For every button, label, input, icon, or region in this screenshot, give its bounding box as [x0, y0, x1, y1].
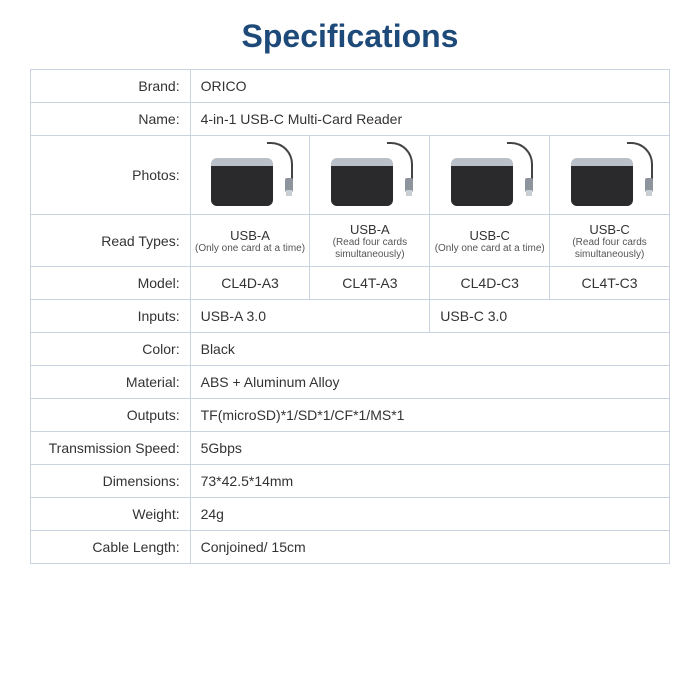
- model-0: CL4D-A3: [190, 267, 310, 300]
- row-speed: Transmission Speed: 5Gbps: [31, 432, 670, 465]
- read-title: USB-A: [350, 222, 390, 237]
- row-model: Model: CL4D-A3 CL4T-A3 CL4D-C3 CL4T-C3: [31, 267, 670, 300]
- row-material: Material: ABS + Aluminum Alloy: [31, 366, 670, 399]
- photo-2: [430, 136, 550, 215]
- label-photos: Photos:: [31, 136, 191, 215]
- row-name: Name: 4-in-1 USB-C Multi-Card Reader: [31, 103, 670, 136]
- read-type-1: USB-A (Read four cards simultaneously): [310, 215, 430, 267]
- value-name: 4-in-1 USB-C Multi-Card Reader: [190, 103, 669, 136]
- label-outputs: Outputs:: [31, 399, 191, 432]
- read-sub: (Only one card at a time): [195, 243, 306, 255]
- label-dimensions: Dimensions:: [31, 465, 191, 498]
- read-title: USB-A: [230, 228, 270, 243]
- product-icon: [327, 142, 413, 208]
- row-brand: Brand: ORICO: [31, 70, 670, 103]
- label-weight: Weight:: [31, 498, 191, 531]
- read-title: USB-C: [589, 222, 629, 237]
- model-1: CL4T-A3: [310, 267, 430, 300]
- value-speed: 5Gbps: [190, 432, 669, 465]
- row-inputs: Inputs: USB-A 3.0 USB-C 3.0: [31, 300, 670, 333]
- label-brand: Brand:: [31, 70, 191, 103]
- inputs-left: USB-A 3.0: [190, 300, 430, 333]
- product-icon: [207, 142, 293, 208]
- row-outputs: Outputs: TF(microSD)*1/SD*1/CF*1/MS*1: [31, 399, 670, 432]
- read-type-3: USB-C (Read four cards simultaneously): [550, 215, 670, 267]
- product-icon: [447, 142, 533, 208]
- read-title: USB-C: [469, 228, 509, 243]
- model-2: CL4D-C3: [430, 267, 550, 300]
- row-dimensions: Dimensions: 73*42.5*14mm: [31, 465, 670, 498]
- read-sub: (Read four cards simultaneously): [554, 237, 665, 260]
- page-title: Specifications: [0, 0, 700, 69]
- read-sub: (Read four cards simultaneously): [314, 237, 425, 260]
- label-inputs: Inputs:: [31, 300, 191, 333]
- value-cable: Conjoined/ 15cm: [190, 531, 669, 564]
- spec-table: Brand: ORICO Name: 4-in-1 USB-C Multi-Ca…: [30, 69, 670, 564]
- label-model: Model:: [31, 267, 191, 300]
- label-material: Material:: [31, 366, 191, 399]
- value-material: ABS + Aluminum Alloy: [190, 366, 669, 399]
- row-weight: Weight: 24g: [31, 498, 670, 531]
- label-read-types: Read Types:: [31, 215, 191, 267]
- product-icon: [567, 142, 653, 208]
- label-speed: Transmission Speed:: [31, 432, 191, 465]
- photo-1: [310, 136, 430, 215]
- value-dimensions: 73*42.5*14mm: [190, 465, 669, 498]
- label-name: Name:: [31, 103, 191, 136]
- row-color: Color: Black: [31, 333, 670, 366]
- read-sub: (Only one card at a time): [434, 243, 545, 255]
- value-brand: ORICO: [190, 70, 669, 103]
- photo-3: [550, 136, 670, 215]
- value-outputs: TF(microSD)*1/SD*1/CF*1/MS*1: [190, 399, 669, 432]
- read-type-2: USB-C (Only one card at a time): [430, 215, 550, 267]
- photo-0: [190, 136, 310, 215]
- model-3: CL4T-C3: [550, 267, 670, 300]
- value-weight: 24g: [190, 498, 669, 531]
- inputs-right: USB-C 3.0: [430, 300, 670, 333]
- label-cable: Cable Length:: [31, 531, 191, 564]
- row-cable: Cable Length: Conjoined/ 15cm: [31, 531, 670, 564]
- row-photos: Photos:: [31, 136, 670, 215]
- read-type-0: USB-A (Only one card at a time): [190, 215, 310, 267]
- row-read-types: Read Types: USB-A (Only one card at a ti…: [31, 215, 670, 267]
- label-color: Color:: [31, 333, 191, 366]
- value-color: Black: [190, 333, 669, 366]
